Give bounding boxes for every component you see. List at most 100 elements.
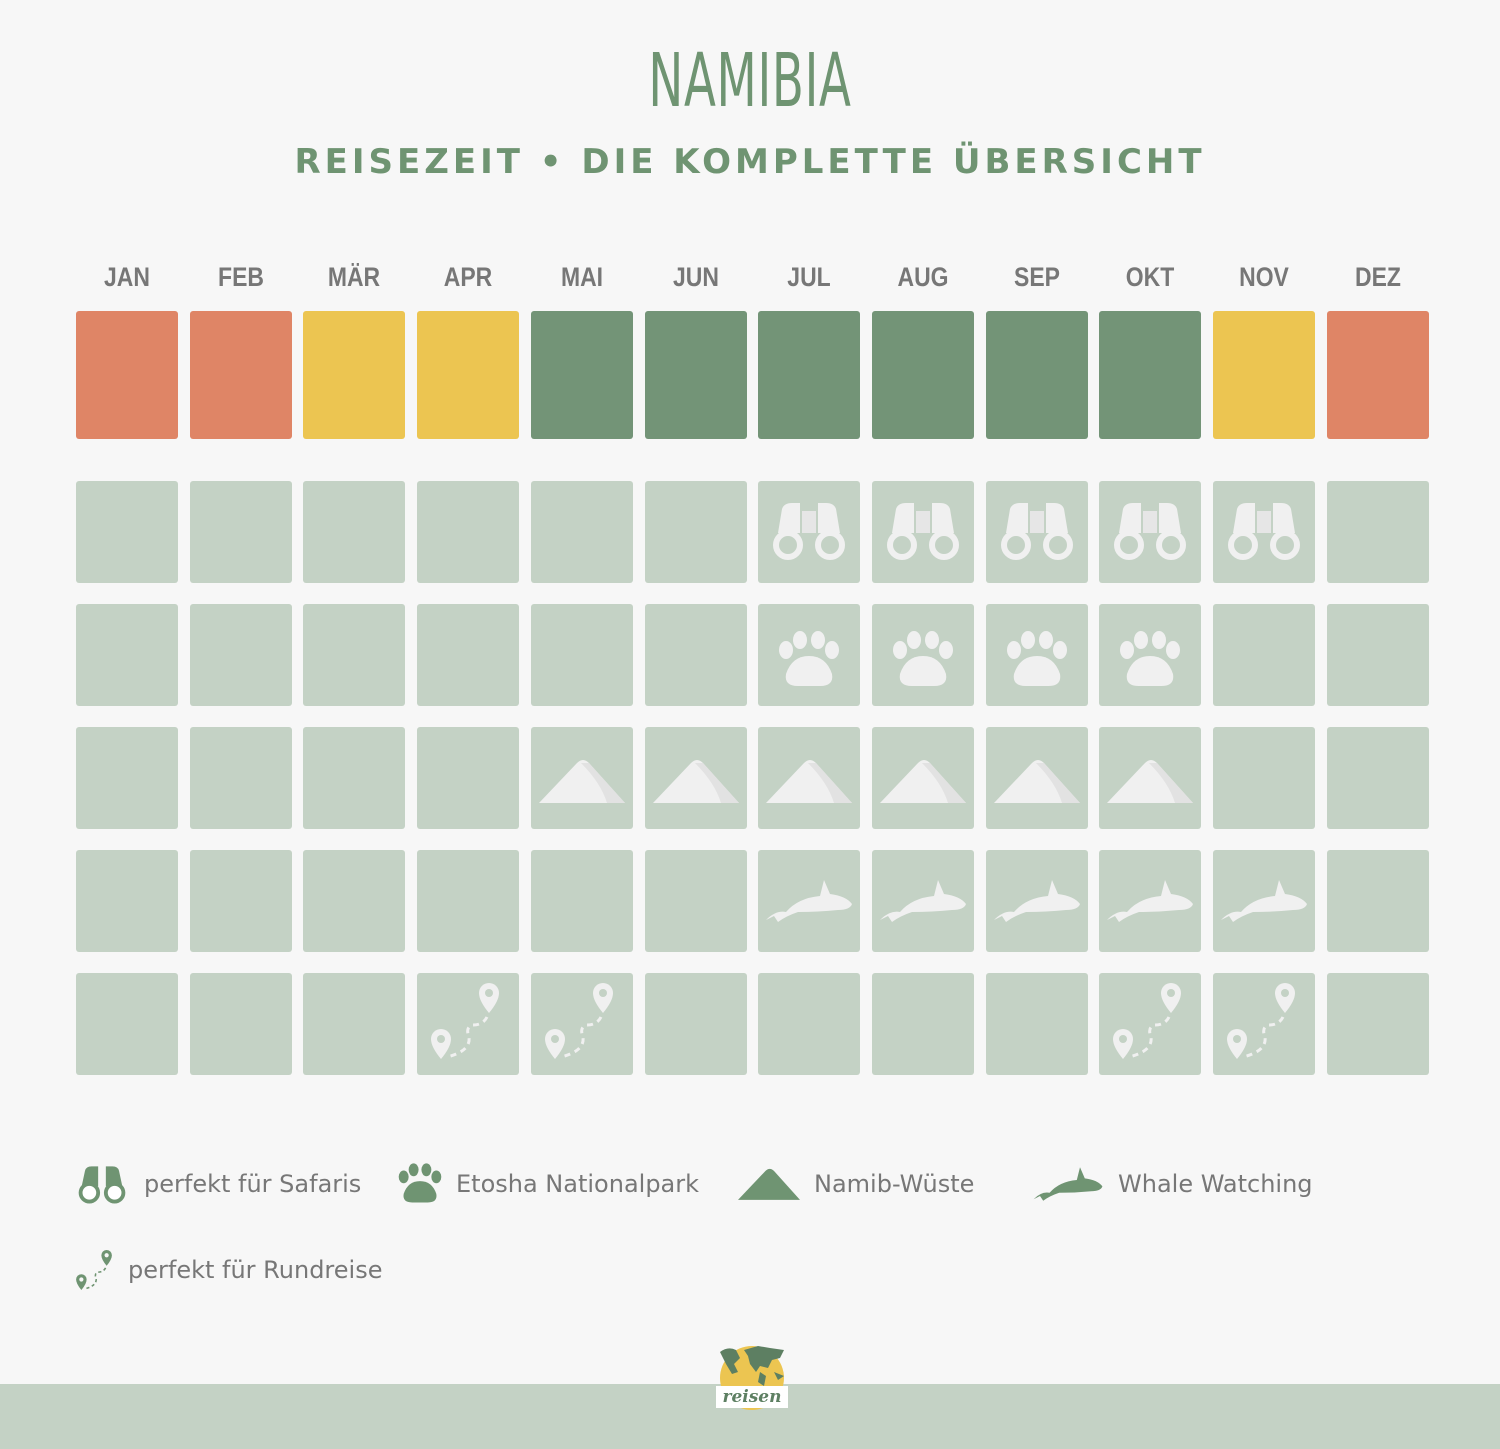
cell-rundreise <box>190 973 292 1075</box>
cell-rundreise <box>1099 973 1201 1075</box>
month-label: JUL <box>787 262 831 292</box>
binoculars-icon <box>74 1162 144 1206</box>
cell-whale <box>1099 850 1201 952</box>
whale-icon <box>994 880 1080 922</box>
season-status-good <box>645 311 747 439</box>
binoculars-icon <box>887 503 959 560</box>
season-status-medium <box>1213 311 1315 439</box>
cell-safari <box>645 481 747 583</box>
cell-safari <box>303 481 405 583</box>
route-icon <box>431 983 499 1059</box>
cell-namib <box>531 727 633 829</box>
dune-icon <box>1107 760 1193 803</box>
cell-safari <box>1327 481 1429 583</box>
cell-namib <box>645 727 747 829</box>
cell-namib <box>1099 727 1201 829</box>
season-status-bad <box>76 311 178 439</box>
cell-rundreise <box>872 973 974 1075</box>
legend-item-namib: Namib-Wüste <box>738 1158 974 1210</box>
month-label: MAI <box>560 262 604 292</box>
paw-icon <box>893 631 953 686</box>
binoculars-icon <box>1001 503 1073 560</box>
cell-safari <box>76 481 178 583</box>
paw-icon <box>398 1162 456 1206</box>
month-label: DEZ <box>1355 262 1401 292</box>
whale-icon <box>1221 880 1307 922</box>
cell-namib <box>417 727 519 829</box>
season-status-good <box>758 311 860 439</box>
legend-label: Etosha Nationalpark <box>456 1170 700 1198</box>
whale-icon <box>1032 1164 1118 1204</box>
dune-icon <box>653 760 739 803</box>
page-subtitle: REISEZEIT • DIE KOMPLETTE ÜBERSICHT <box>294 142 1206 182</box>
legend-item-etosha: Etosha Nationalpark <box>398 1158 699 1210</box>
legend-label: Whale Watching <box>1118 1170 1313 1198</box>
month-label: APR <box>443 262 493 292</box>
cell-etosha <box>1213 604 1315 706</box>
month-label: JUN <box>673 262 719 292</box>
month-label: AUG <box>897 262 949 292</box>
binoculars-icon <box>773 503 845 560</box>
cell-rundreise <box>986 973 1088 1075</box>
month-label: OKT <box>1125 262 1175 292</box>
cell-whale <box>190 850 292 952</box>
cell-etosha <box>531 604 633 706</box>
dune-icon <box>994 760 1080 803</box>
cell-rundreise <box>417 973 519 1075</box>
month-label: SEP <box>1014 262 1060 292</box>
route-icon <box>1227 983 1295 1059</box>
cell-etosha <box>1327 604 1429 706</box>
cell-etosha <box>1099 604 1201 706</box>
cell-namib <box>758 727 860 829</box>
cell-rundreise <box>531 973 633 1075</box>
season-status-medium <box>303 311 405 439</box>
cell-safari <box>531 481 633 583</box>
whale-icon <box>766 880 852 922</box>
cell-safari <box>1099 481 1201 583</box>
cell-safari <box>986 481 1088 583</box>
cell-whale <box>303 850 405 952</box>
binoculars-icon <box>1228 503 1300 560</box>
dune-icon <box>738 1164 814 1204</box>
cell-whale <box>76 850 178 952</box>
month-label: MÄR <box>327 262 381 292</box>
page-title: NAMIBIA <box>648 38 852 124</box>
cell-namib <box>76 727 178 829</box>
legend-label: perfekt für Safaris <box>144 1170 362 1198</box>
cell-etosha <box>76 604 178 706</box>
cell-safari <box>758 481 860 583</box>
route-icon <box>545 983 613 1059</box>
cell-etosha <box>758 604 860 706</box>
cell-namib <box>190 727 292 829</box>
paw-icon <box>1120 631 1180 686</box>
cell-etosha <box>645 604 747 706</box>
logo-text: reisen <box>716 1386 788 1408</box>
cell-namib <box>303 727 405 829</box>
cell-namib <box>1327 727 1429 829</box>
month-label: NOV <box>1239 262 1289 292</box>
month-label: JAN <box>104 262 150 292</box>
cell-etosha <box>303 604 405 706</box>
cell-whale <box>986 850 1088 952</box>
cell-namib <box>872 727 974 829</box>
cell-whale <box>645 850 747 952</box>
cell-rundreise <box>303 973 405 1075</box>
legend-item-rundreise: perfekt für Rundreise <box>74 1244 382 1296</box>
whale-icon <box>1107 880 1193 922</box>
season-status-good <box>1099 311 1201 439</box>
cell-safari <box>190 481 292 583</box>
season-status-bad <box>1327 311 1429 439</box>
cell-whale <box>872 850 974 952</box>
cell-namib <box>1213 727 1315 829</box>
cell-etosha <box>190 604 292 706</box>
cell-etosha <box>986 604 1088 706</box>
legend-item-whale: Whale Watching <box>1032 1158 1313 1210</box>
dune-icon <box>766 760 852 803</box>
cell-whale <box>417 850 519 952</box>
month-label: FEB <box>218 262 264 292</box>
season-status-good <box>531 311 633 439</box>
dune-icon <box>539 760 625 803</box>
season-status-good <box>872 311 974 439</box>
cell-etosha <box>417 604 519 706</box>
legend-item-safari: perfekt für Safaris <box>74 1158 361 1210</box>
